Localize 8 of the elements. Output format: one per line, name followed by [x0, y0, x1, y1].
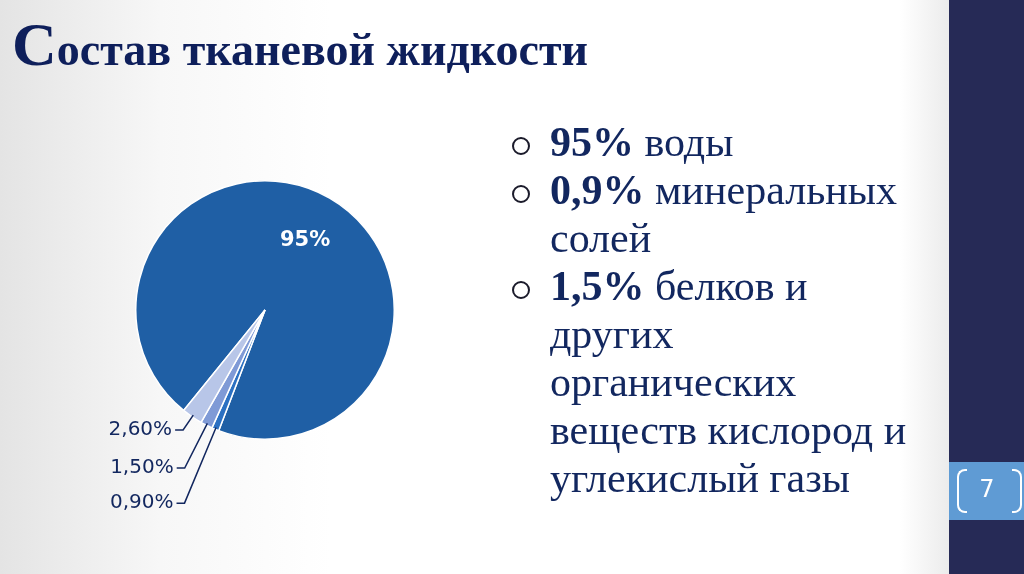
data-label: 0,90% [109, 489, 174, 514]
data-label: 1,50% [110, 454, 174, 479]
chart-title: Состав тканевой жидкости [12, 10, 589, 80]
text: 7 [978, 474, 996, 504]
data-label: 95% [279, 227, 331, 252]
text: 95% воды [550, 118, 735, 166]
data-label: 2,60% [108, 416, 173, 441]
text: 1,5% белков и других органических веществ кислород и углекислый газы [550, 262, 908, 502]
